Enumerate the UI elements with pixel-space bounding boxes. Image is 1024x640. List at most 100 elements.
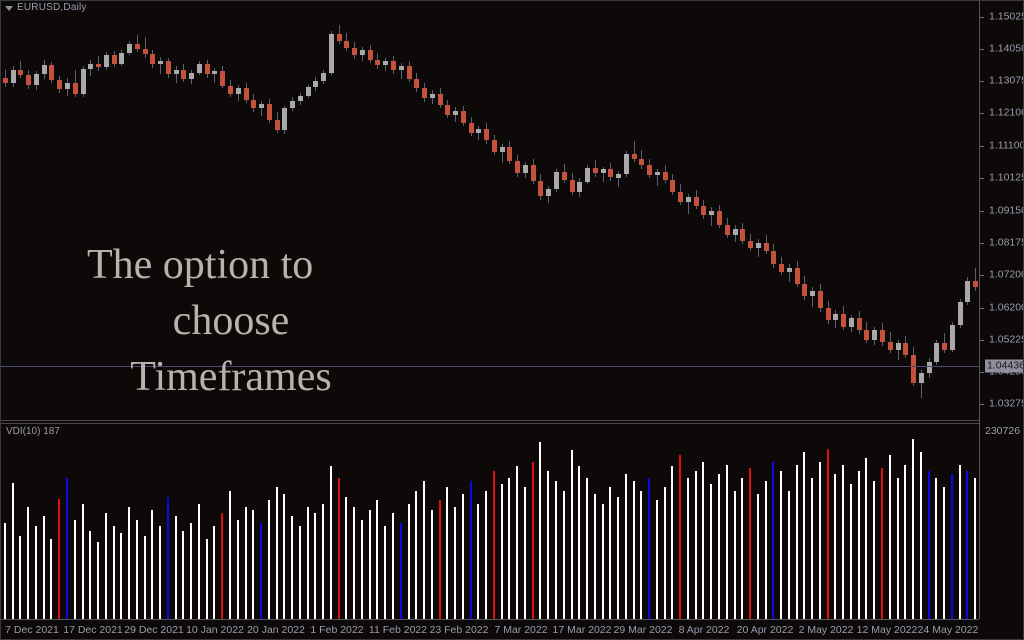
candle-body-bear bbox=[18, 70, 23, 76]
price-axis-label: 1.03275 bbox=[989, 397, 1024, 410]
volume-indicator-pane[interactable] bbox=[1, 423, 979, 620]
volume-bar bbox=[609, 487, 611, 620]
candle-wick bbox=[145, 37, 146, 58]
date-axis-tick bbox=[346, 611, 347, 619]
candle-wick bbox=[634, 141, 635, 162]
candle-body-bull bbox=[709, 211, 714, 216]
candle-body-bear bbox=[903, 343, 908, 355]
price-axis-label: 1.09150 bbox=[989, 204, 1024, 216]
date-axis-label: 29 Mar 2022 bbox=[613, 624, 673, 636]
date-axis-tick bbox=[781, 611, 782, 619]
candle-body-bull bbox=[965, 280, 970, 302]
symbol-label: EURUSD,Daily bbox=[17, 2, 87, 13]
date-axis-tick bbox=[455, 611, 456, 619]
candle-body-bear bbox=[445, 104, 450, 115]
candle-body-bull bbox=[934, 343, 939, 363]
volume-bar bbox=[493, 471, 495, 620]
pane-divider bbox=[1, 420, 979, 421]
price-axis-tick bbox=[980, 178, 984, 179]
date-axis-tick bbox=[176, 611, 177, 619]
volume-bar bbox=[850, 484, 852, 620]
date-axis[interactable]: 7 Dec 2021 17 Dec 2021 29 Dec 2021 10 Jan 2… bbox=[1, 611, 979, 639]
price-axis[interactable]: 230726 1.04436 1.15025 1.14050 1.13075 1.12… bbox=[979, 1, 1024, 619]
chevron-down-icon[interactable] bbox=[5, 5, 13, 11]
volume-bar bbox=[35, 526, 37, 620]
date-axis-label: 12 May 2022 bbox=[856, 624, 918, 636]
candle-body-bear bbox=[942, 343, 947, 351]
date-axis-tick bbox=[471, 611, 472, 619]
candle-body-bull bbox=[554, 171, 559, 190]
candle-body-bear bbox=[275, 119, 280, 130]
volume-bar bbox=[120, 533, 122, 620]
candle-body-bear bbox=[166, 61, 171, 75]
candle-body-bear bbox=[779, 264, 784, 273]
candle-body-bear bbox=[220, 70, 225, 87]
candle-body-bull bbox=[958, 301, 963, 325]
volume-bar bbox=[803, 452, 805, 620]
date-axis-label: 2 May 2022 bbox=[798, 624, 854, 636]
price-axis-tick bbox=[980, 243, 984, 244]
volume-bar bbox=[718, 474, 720, 620]
volume-bar bbox=[912, 439, 914, 620]
volume-bar bbox=[695, 471, 697, 620]
candle-body-bull bbox=[313, 80, 318, 88]
volume-bar bbox=[842, 465, 844, 620]
volume-bar bbox=[656, 500, 658, 620]
candle-wick bbox=[603, 166, 604, 183]
date-axis-tick bbox=[688, 611, 689, 619]
candle-wick bbox=[455, 107, 456, 123]
price-chart-pane[interactable] bbox=[1, 1, 979, 420]
volume-bar bbox=[477, 504, 479, 620]
volume-bar bbox=[571, 450, 573, 620]
candle-body-bear bbox=[538, 180, 543, 197]
date-axis-tick bbox=[409, 611, 410, 619]
volume-bar bbox=[563, 491, 565, 620]
volume-bar bbox=[780, 471, 782, 620]
date-axis-tick bbox=[160, 611, 161, 619]
candle-body-bull bbox=[616, 174, 621, 178]
date-axis-tick bbox=[51, 611, 52, 619]
volume-bar bbox=[268, 500, 270, 620]
volume-bar bbox=[594, 494, 596, 620]
axis-corner bbox=[979, 619, 1023, 639]
candle-body-bear bbox=[802, 284, 807, 297]
candle-body-bull bbox=[523, 165, 528, 174]
volume-bar bbox=[27, 507, 29, 620]
volume-bar bbox=[470, 481, 472, 620]
volume-bar bbox=[462, 494, 464, 620]
date-axis-tick bbox=[517, 611, 518, 619]
candle-body-bull bbox=[950, 324, 955, 351]
date-axis-tick bbox=[191, 611, 192, 619]
price-axis-label: 1.08175 bbox=[989, 236, 1024, 249]
candle-wick bbox=[657, 168, 658, 187]
volume-bar bbox=[314, 513, 316, 620]
candle-wick bbox=[176, 66, 177, 84]
volume-bar bbox=[935, 478, 937, 620]
price-axis-tick bbox=[980, 81, 984, 82]
candle-wick bbox=[502, 143, 503, 163]
volume-bar bbox=[439, 500, 441, 620]
volume-bar bbox=[338, 478, 340, 620]
volume-bar bbox=[687, 478, 689, 620]
volume-bar bbox=[881, 468, 883, 620]
volume-bar bbox=[260, 523, 262, 620]
price-axis-tick bbox=[980, 404, 984, 405]
candle-body-bull bbox=[787, 268, 792, 273]
symbol-header[interactable]: EURUSD,Daily bbox=[1, 1, 87, 15]
volume-bar bbox=[136, 520, 138, 620]
volume-bar bbox=[788, 491, 790, 620]
candle-body-bull bbox=[259, 103, 264, 109]
candle-body-bull bbox=[212, 70, 217, 75]
candle-body-bull bbox=[88, 63, 93, 69]
volume-bar bbox=[423, 481, 425, 620]
volume-bar bbox=[330, 466, 332, 620]
date-axis-tick bbox=[719, 611, 720, 619]
candle-body-bear bbox=[818, 291, 823, 309]
price-axis-tick bbox=[980, 275, 984, 276]
candle-body-bull bbox=[127, 43, 132, 54]
volume-bar bbox=[749, 468, 751, 620]
candle-body-bull bbox=[453, 110, 458, 115]
candle-body-bull bbox=[927, 362, 932, 374]
date-axis-label: 8 Apr 2022 bbox=[678, 624, 730, 636]
